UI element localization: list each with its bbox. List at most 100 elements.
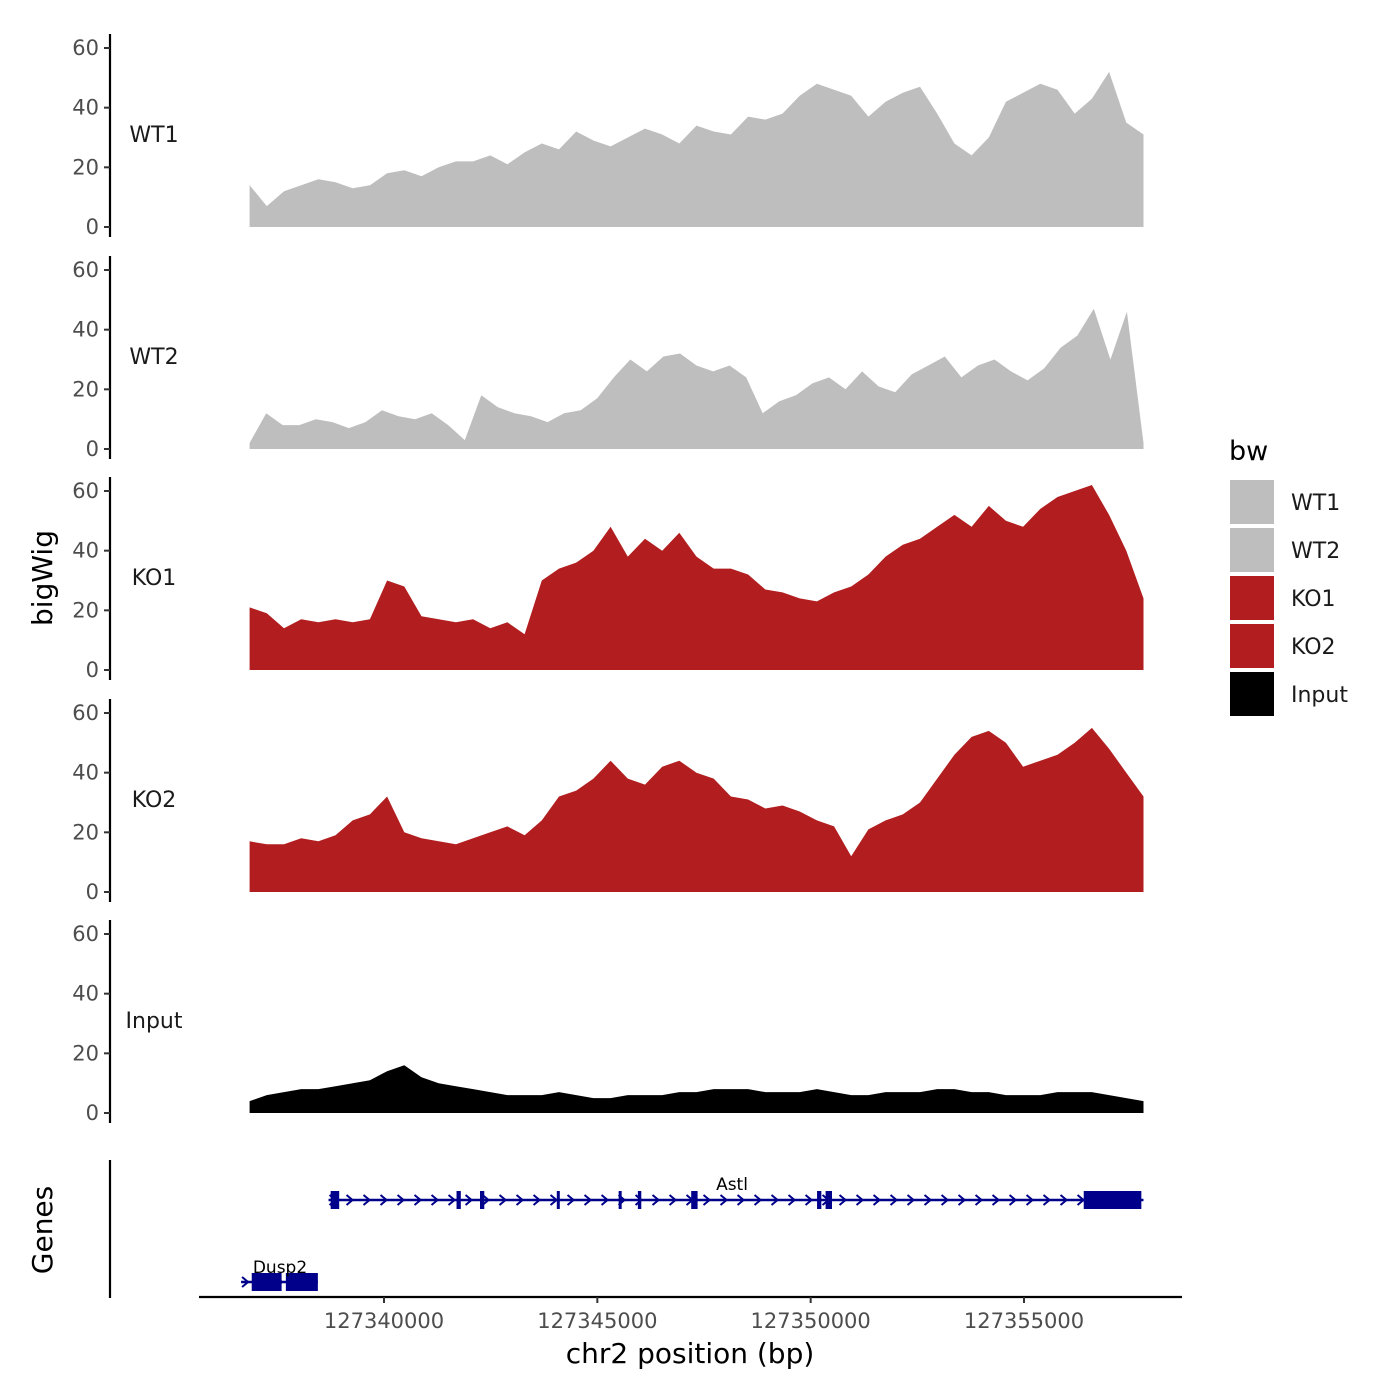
track-label: WT1	[129, 123, 178, 148]
strand-arrow	[923, 1194, 933, 1206]
legend-label-wt2: WT2	[1291, 539, 1340, 564]
gene-dusp2: Dusp2	[241, 1258, 318, 1291]
legend-label-input: Input	[1291, 683, 1348, 708]
legend-swatch-ko1	[1230, 576, 1274, 620]
strand-arrow	[872, 1194, 882, 1206]
gene-astl: Astl	[328, 1175, 1144, 1209]
strand-arrow	[668, 1194, 678, 1206]
strand-arrow	[957, 1194, 967, 1206]
coverage-area-wt2	[249, 308, 1144, 449]
strand-arrow	[1059, 1194, 1069, 1206]
strand-arrow	[906, 1194, 916, 1206]
gene-exon	[480, 1191, 485, 1209]
track-ko2: 0 20 40 60 KO2	[72, 699, 1144, 904]
strand-arrow	[345, 1194, 355, 1206]
gene-exon	[637, 1191, 642, 1209]
x-tick-label: 127345000	[537, 1309, 657, 1333]
x-axis-title: chr2 position (bp)	[566, 1337, 815, 1370]
gene-exon	[825, 1191, 832, 1209]
y-tick-label: 20	[72, 1041, 99, 1065]
y-tick-label: 0	[86, 880, 99, 904]
y-tick-label: 20	[72, 598, 99, 622]
signal-tracks: 0 20 40 60 WT1 0 20 40 60 WT2 0 20 40 60 KO1 0 20 40 60 KO2…	[72, 34, 1144, 1125]
strand-arrow	[583, 1194, 593, 1206]
coverage-area-input	[249, 1065, 1144, 1113]
strand-arrow	[736, 1194, 746, 1206]
strand-arrow	[804, 1194, 814, 1206]
strand-arrow	[362, 1194, 372, 1206]
strand-arrow	[515, 1194, 525, 1206]
strand-arrow	[787, 1194, 797, 1206]
y-tick-label: 0	[86, 215, 99, 239]
legend-title: bw	[1229, 436, 1268, 467]
track-label: KO2	[132, 788, 177, 813]
strand-arrow	[1025, 1194, 1035, 1206]
legend-swatch-ko2	[1230, 624, 1274, 668]
legend-label-ko1: KO1	[1291, 587, 1336, 612]
y-tick-label: 40	[72, 318, 99, 342]
genes-panel: Astl Dusp2	[108, 1160, 1144, 1298]
y-tick-label: 20	[72, 155, 99, 179]
legend-swatch-wt1	[1230, 480, 1274, 524]
strand-arrow	[1008, 1194, 1018, 1206]
genes-axis-title: Genes	[26, 1186, 59, 1274]
strand-arrow	[498, 1194, 508, 1206]
track-label: KO1	[132, 566, 177, 591]
coverage-area-ko2	[249, 727, 1144, 892]
y-tick-label: 40	[72, 761, 99, 785]
x-tick-label: 127355000	[964, 1309, 1084, 1333]
strand-arrow	[447, 1194, 457, 1206]
track-label: Input	[126, 1009, 183, 1034]
y-tick-label: 60	[72, 36, 99, 60]
strand-arrow	[241, 1276, 250, 1288]
strand-arrow	[481, 1194, 491, 1206]
strand-arrow	[753, 1194, 763, 1206]
strand-arrow	[855, 1194, 865, 1206]
strand-arrow	[1076, 1194, 1086, 1206]
strand-arrow	[940, 1194, 950, 1206]
y-tick-label: 60	[72, 701, 99, 725]
track-ko1: 0 20 40 60 KO1	[72, 477, 1144, 682]
strand-arrow	[430, 1194, 440, 1206]
track-label: WT2	[129, 345, 178, 370]
y-tick-label: 60	[72, 258, 99, 282]
y-tick-label: 40	[72, 539, 99, 563]
strand-arrow	[566, 1194, 576, 1206]
legend-swatch-input	[1230, 672, 1274, 716]
legend-label-ko2: KO2	[1291, 635, 1336, 660]
gene-label: Astl	[716, 1175, 748, 1195]
x-tick-label: 127340000	[324, 1309, 444, 1333]
gene-exon	[1083, 1191, 1142, 1209]
gene-exon	[691, 1191, 698, 1209]
strand-arrow	[549, 1194, 559, 1206]
gene-exon	[618, 1191, 622, 1209]
gene-exon	[251, 1273, 282, 1291]
strand-arrow	[770, 1194, 780, 1206]
strand-arrow	[634, 1194, 644, 1206]
track-wt1: 0 20 40 60 WT1	[72, 34, 1144, 239]
gene-label: Dusp2	[253, 1258, 307, 1278]
y-tick-label: 0	[86, 658, 99, 682]
strand-arrow	[600, 1194, 610, 1206]
strand-arrow	[991, 1194, 1001, 1206]
gene-exon	[556, 1191, 560, 1209]
strand-arrow	[838, 1194, 848, 1206]
legend-label-wt1: WT1	[1291, 491, 1340, 516]
strand-arrow	[719, 1194, 729, 1206]
strand-arrow	[651, 1194, 661, 1206]
track-wt2: 0 20 40 60 WT2	[72, 256, 1144, 461]
x-tick-label: 127350000	[751, 1309, 871, 1333]
x-axis: 127340000 127345000 127350000 127355000	[199, 1295, 1182, 1333]
track-input: 0 20 40 60 Input	[72, 920, 1144, 1125]
gene-exon	[456, 1191, 461, 1209]
y-tick-label: 40	[72, 96, 99, 120]
gene-exon	[817, 1191, 822, 1209]
gene-exon	[330, 1191, 340, 1209]
strand-arrow	[1042, 1194, 1052, 1206]
y-tick-label: 60	[72, 922, 99, 946]
strand-arrow	[413, 1194, 423, 1206]
y-tick-label: 40	[72, 982, 99, 1006]
y-tick-label: 0	[86, 1101, 99, 1125]
y-tick-label: 60	[72, 479, 99, 503]
